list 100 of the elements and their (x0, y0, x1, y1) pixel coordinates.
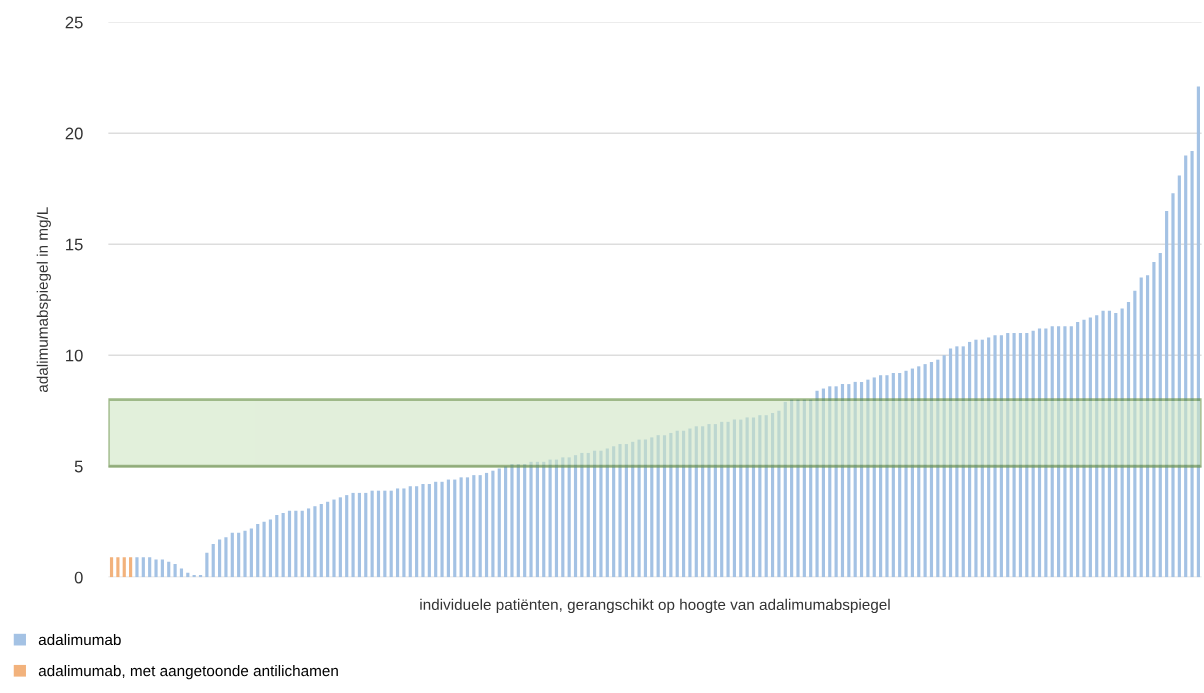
bar (1076, 321, 1080, 578)
bar (504, 466, 508, 578)
bar (974, 339, 978, 578)
y-tick-label: 0 (74, 571, 83, 584)
bar (211, 543, 215, 578)
legend-label: adalimumab (38, 633, 121, 646)
bar (885, 375, 889, 578)
bar (224, 537, 228, 578)
bar (1050, 326, 1054, 578)
bar (936, 359, 940, 578)
bar (446, 479, 450, 578)
bar (694, 426, 698, 578)
bar (751, 417, 756, 578)
bar (109, 557, 114, 578)
bar (230, 532, 234, 578)
bar (567, 457, 571, 578)
legend-label: adalimumab, met aangetoonde antilichamen (38, 665, 338, 680)
bar (681, 430, 686, 578)
bar (421, 484, 425, 578)
bar (948, 348, 953, 578)
bar (834, 386, 838, 578)
bar (586, 452, 590, 578)
bar (1063, 326, 1067, 578)
bar (141, 557, 145, 578)
bar (968, 341, 972, 578)
bar (1133, 290, 1137, 578)
bar (478, 475, 482, 578)
bar (167, 561, 171, 578)
bar (631, 441, 635, 578)
bar (383, 490, 387, 578)
bar (580, 452, 584, 578)
y-tick-label: 5 (74, 460, 83, 473)
bar (1031, 330, 1035, 578)
bar (523, 464, 527, 578)
bar (1101, 310, 1105, 578)
bar (338, 497, 342, 578)
bar (618, 444, 622, 578)
bar (904, 370, 908, 578)
bar (796, 399, 800, 578)
bar (459, 477, 463, 578)
bar (1120, 308, 1124, 578)
bar (917, 366, 921, 578)
bar (599, 450, 603, 578)
bar (1152, 261, 1156, 578)
bar (1158, 253, 1162, 578)
y-tick-label: 20 (65, 127, 83, 140)
bar (268, 519, 273, 578)
bar (332, 499, 336, 578)
bar (669, 432, 673, 578)
y-tick-label: 10 (66, 349, 83, 362)
bar (720, 421, 724, 578)
bar (1018, 333, 1023, 578)
bar (554, 459, 559, 578)
bar (942, 355, 946, 578)
bar (561, 457, 565, 578)
bar (993, 335, 997, 578)
bar (262, 521, 266, 578)
bar (218, 539, 222, 578)
bar (1088, 317, 1092, 578)
bar (612, 446, 616, 578)
bar (732, 419, 737, 578)
bar (1037, 328, 1042, 578)
bar (999, 335, 1003, 578)
bar (1165, 210, 1169, 578)
bar (453, 479, 457, 578)
bar (675, 430, 679, 578)
bar (605, 448, 609, 578)
bar (205, 552, 209, 578)
bar (688, 428, 692, 578)
bar (1025, 333, 1029, 578)
bar (955, 346, 959, 578)
bar (1145, 275, 1150, 578)
bar (389, 490, 393, 578)
bar (637, 439, 641, 578)
bar (351, 492, 355, 578)
bar (650, 437, 654, 578)
bar (510, 464, 514, 578)
bar (662, 435, 667, 578)
bar (770, 412, 775, 578)
bar (1044, 328, 1048, 578)
bar (1006, 333, 1010, 578)
bar (465, 477, 470, 578)
bar (809, 399, 813, 578)
bar (160, 559, 164, 578)
bar (173, 563, 177, 578)
bar (427, 484, 431, 578)
bar (129, 557, 133, 578)
bar (415, 486, 419, 578)
bar (548, 459, 552, 578)
bar (980, 339, 984, 578)
bar (497, 468, 501, 578)
bar (275, 515, 279, 578)
bar (116, 557, 120, 578)
bar (1126, 301, 1131, 578)
bar (758, 415, 762, 578)
bar (624, 444, 628, 578)
bar (300, 510, 304, 578)
bar (535, 461, 539, 578)
bar (287, 510, 292, 578)
bar (790, 399, 794, 578)
